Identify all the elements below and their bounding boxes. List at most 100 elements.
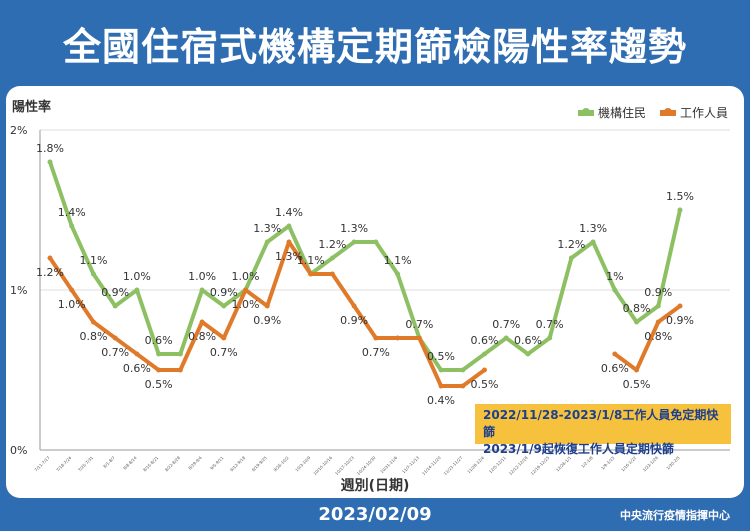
legend-item-staff: 工作人員 <box>659 104 728 121</box>
data-point <box>177 351 183 357</box>
x-tick-label: 10/17-10/23 <box>334 455 355 476</box>
y-tick-label: 0% <box>10 444 27 457</box>
data-point <box>677 207 683 213</box>
data-label: 1.3% <box>340 222 368 235</box>
data-point <box>525 351 531 357</box>
data-point <box>90 271 96 277</box>
data-label: 1.1% <box>297 254 325 267</box>
data-label: 0.6% <box>601 362 629 375</box>
data-label: 1.2% <box>36 266 64 279</box>
x-tick-label: 7/25-7/31 <box>77 455 95 473</box>
data-point <box>395 271 401 277</box>
x-tick-label: 11/7-11/13 <box>401 455 420 474</box>
x-tick-label: 10/24-10/30 <box>356 455 377 476</box>
policy-note-line-1: 2022/11/28-2023/1/8工作人員免定期快篩 <box>483 408 719 439</box>
data-label: 1.4% <box>275 206 303 219</box>
data-label: 0.8% <box>623 302 651 315</box>
data-label: 0.6% <box>471 334 499 347</box>
policy-note: 2022/11/28-2023/1/8工作人員免定期快篩 2023/1/9起恢復… <box>475 404 731 456</box>
x-tick-label: 7/11-7/17 <box>33 455 51 473</box>
y-tick-label: 2% <box>10 124 27 137</box>
data-point <box>199 287 205 293</box>
x-tick-label: 12/19-12/25 <box>530 455 551 476</box>
data-point <box>329 271 335 277</box>
data-label: 0.7% <box>405 318 433 331</box>
data-point <box>177 367 183 373</box>
data-point <box>221 335 227 341</box>
data-point <box>677 303 683 309</box>
x-tick-label: 10/3-10/9 <box>294 455 312 473</box>
data-point <box>156 351 162 357</box>
data-point <box>308 271 314 277</box>
x-tick-label: 10/10-10/16 <box>312 455 333 476</box>
data-point <box>286 239 292 245</box>
data-label: 0.9% <box>644 286 672 299</box>
y-tick-label: 1% <box>10 284 27 297</box>
x-tick-label: 7/18-7/24 <box>55 455 73 473</box>
x-tick-label: 8/15-8/21 <box>142 455 160 473</box>
legend-label-staff: 工作人員 <box>679 106 728 120</box>
data-point <box>156 367 162 373</box>
data-label: 0.9% <box>253 314 281 327</box>
data-label: 1.3% <box>253 222 281 235</box>
data-point <box>395 335 401 341</box>
x-tick-label: 11/14-11/20 <box>421 455 442 476</box>
data-label: 0.6% <box>123 362 151 375</box>
data-point <box>112 303 118 309</box>
data-label: 0.7% <box>492 318 520 331</box>
data-label: 1.2% <box>318 238 346 251</box>
data-label: 1.0% <box>232 298 260 311</box>
data-point <box>612 287 618 293</box>
data-label: 0.6% <box>514 334 542 347</box>
series-line-staff <box>612 304 682 372</box>
data-label: 1% <box>606 270 623 283</box>
data-label: 0.8% <box>79 330 107 343</box>
x-tick-label: 8/8-8/14 <box>122 455 138 471</box>
data-label: 1.0% <box>58 298 86 311</box>
policy-note-line-2: 2023/1/9起恢復工作人員定期快篩 <box>483 442 674 456</box>
data-point <box>90 319 96 325</box>
data-label: 0.7% <box>101 346 129 359</box>
data-label: 1.4% <box>58 206 86 219</box>
data-point <box>481 351 487 357</box>
data-label: 1.1% <box>79 254 107 267</box>
footer-org: 中央流行疫情指揮中心 <box>620 509 730 522</box>
x-tick-label: 9/26-10/2 <box>272 455 290 473</box>
data-label: 1.3% <box>275 250 303 263</box>
data-point <box>351 239 357 245</box>
data-point <box>243 287 249 293</box>
data-point <box>655 303 661 309</box>
x-tick-label: 9/12-9/18 <box>229 455 247 473</box>
data-label: 1.0% <box>232 270 260 283</box>
data-label: 0.9% <box>101 286 129 299</box>
data-point <box>264 239 270 245</box>
data-label: 1.3% <box>579 222 607 235</box>
data-label: 1.5% <box>666 190 694 203</box>
data-label: 0.9% <box>666 314 694 327</box>
data-label: 0.7% <box>210 346 238 359</box>
data-label: 1.0% <box>123 270 151 283</box>
page-title: 全國住宿式機構定期篩檢陽性率趨勢 <box>62 24 687 69</box>
data-label: 0.8% <box>188 330 216 343</box>
data-point <box>634 367 640 373</box>
x-tick-label: 11/21-11/27 <box>443 455 464 476</box>
data-point <box>634 319 640 325</box>
data-label: 0.4% <box>427 394 455 407</box>
data-label: 1.8% <box>36 142 64 155</box>
data-point <box>460 367 466 373</box>
x-tick-label: 8/1-8/7 <box>102 455 116 469</box>
data-point <box>612 351 618 357</box>
data-label: 0.8% <box>644 330 672 343</box>
x-tick-label: 8/29-9/4 <box>187 455 203 471</box>
data-label: 1.2% <box>557 238 585 251</box>
data-point <box>69 223 75 229</box>
data-label: 0.6% <box>145 334 173 347</box>
data-point <box>69 287 75 293</box>
data-label: 1.0% <box>188 270 216 283</box>
data-label: 0.9% <box>340 314 368 327</box>
data-label: 0.5% <box>623 378 651 391</box>
data-point <box>199 319 205 325</box>
data-point <box>47 159 53 165</box>
x-tick-label: 10/31-11/6 <box>379 455 398 474</box>
